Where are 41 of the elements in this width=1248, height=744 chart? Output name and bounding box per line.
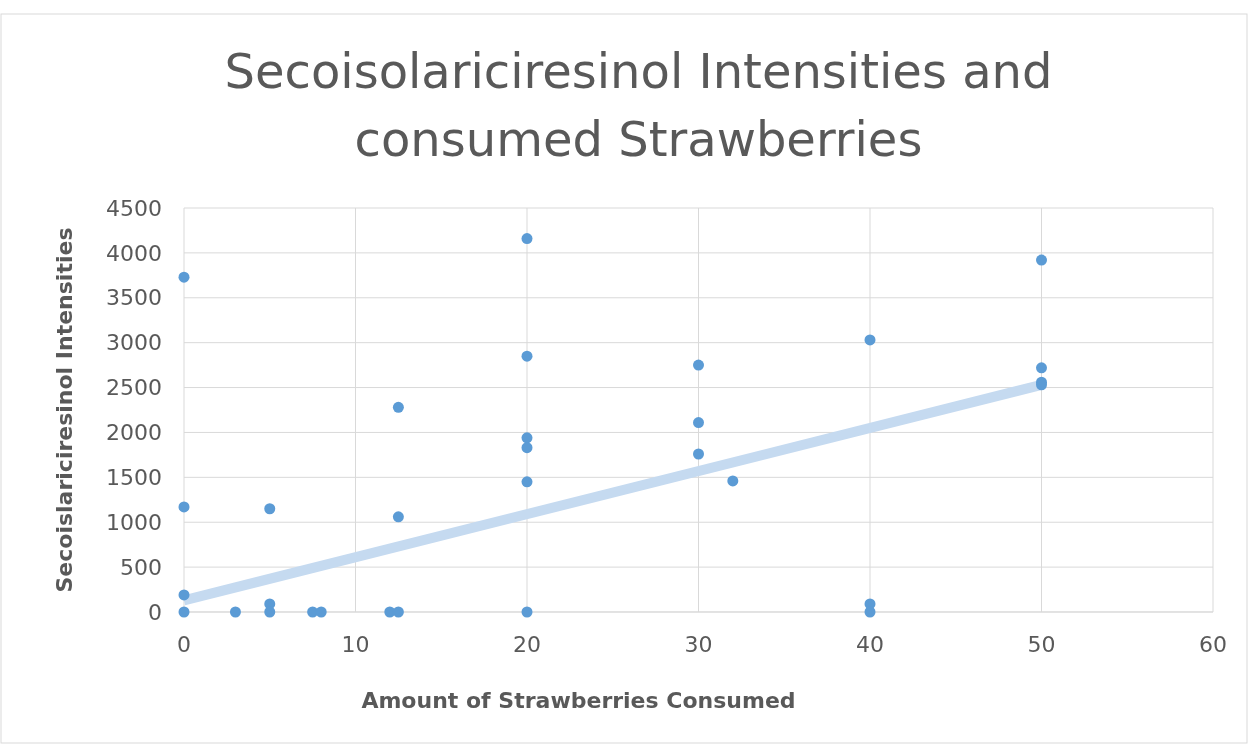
x-tick-label: 10 (341, 632, 370, 657)
point (864, 334, 876, 346)
x-tick-label: 0 (177, 632, 191, 657)
point (229, 606, 241, 618)
chart-title: Secoisolariciresinol Intensities and consumed Strawberries (224, 43, 1053, 167)
point (521, 442, 533, 454)
point (521, 606, 533, 618)
y-tick-label: 2500 (106, 375, 162, 401)
point (178, 589, 190, 601)
x-tick-label: 30 (684, 632, 713, 657)
y-tick-label: 500 (120, 554, 162, 580)
point (693, 448, 704, 460)
y-tick-label: 1500 (106, 465, 162, 491)
point (178, 606, 190, 618)
point (521, 350, 533, 362)
point (521, 233, 533, 245)
point (693, 417, 704, 429)
point (1036, 254, 1047, 266)
y-tick-label: 0 (148, 599, 162, 625)
point (1036, 362, 1047, 374)
y-tick-label: 4500 (106, 195, 162, 221)
point (521, 432, 533, 444)
y-tick-label: 4000 (106, 240, 162, 266)
point (693, 359, 704, 371)
point (178, 501, 190, 513)
y-axis-title: Secoislariciresinol Intensities (52, 227, 77, 593)
x-tick-label: 20 (513, 632, 541, 657)
x-tick-label: 50 (1027, 632, 1056, 657)
y-tick-label: 1000 (106, 509, 162, 535)
point (521, 476, 533, 488)
x-axis-title: Amount of Strawberries Consumed (361, 688, 796, 713)
point (392, 511, 404, 523)
y-tick-label: 3500 (106, 285, 162, 311)
point (264, 503, 276, 515)
point (727, 475, 739, 487)
point (178, 271, 190, 283)
x-tick-label: 40 (856, 632, 884, 657)
point (392, 401, 404, 413)
y-tick-label: 2000 (106, 420, 162, 446)
y-tick-label: 3000 (106, 330, 162, 356)
x-tick-label: 60 (1199, 632, 1227, 657)
